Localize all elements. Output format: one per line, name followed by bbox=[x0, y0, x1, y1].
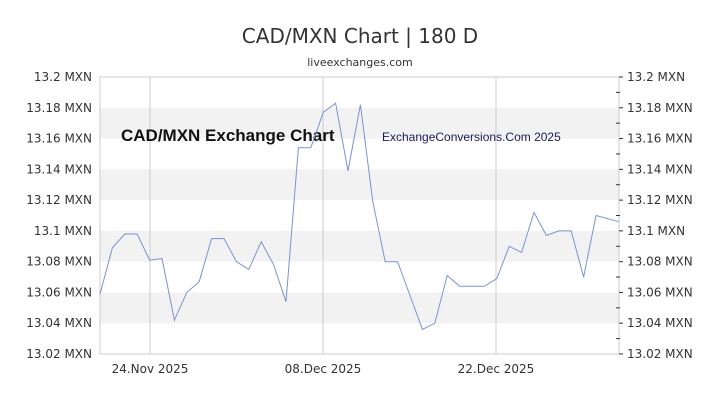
plot-band bbox=[100, 169, 619, 201]
y-tick-label-right: 13.14 MXN bbox=[627, 162, 693, 176]
x-tick-label: 08.Dec 2025 bbox=[285, 362, 362, 376]
y-tick-label-right: 13.1 MXN bbox=[627, 224, 685, 238]
y-tick-label-left: 13.12 MXN bbox=[26, 193, 92, 207]
y-tick-label-left: 13.14 MXN bbox=[26, 162, 92, 176]
plot-band bbox=[100, 230, 619, 262]
series-line bbox=[99, 102, 620, 331]
y-tick-label-left: 13.02 MXN bbox=[26, 347, 92, 361]
y-tick-label-right: 13.06 MXN bbox=[627, 285, 693, 299]
y-tick-label-right: 13.04 MXN bbox=[627, 316, 693, 330]
y-axis-left: 13.02 MXN 13.04 MXN 13.06 MXN 13.08 MXN 13.1… bbox=[26, 70, 92, 361]
y-tick-label-right: 13.08 MXN bbox=[627, 255, 693, 269]
y-tick-label-left: 13.08 MXN bbox=[26, 255, 92, 269]
y-axis-right: 13.02 MXN 13.04 MXN 13.06 MXN 13.08 MXN 13.1… bbox=[616, 70, 693, 361]
plot-band bbox=[100, 107, 619, 139]
y-tick-label-left: 13.1 MXN bbox=[34, 224, 92, 238]
y-tick-label-left: 13.2 MXN bbox=[34, 70, 92, 84]
watermark-title: CAD/MXN Exchange Chart bbox=[121, 126, 335, 145]
y-tick-label-right: 13.12 MXN bbox=[627, 193, 693, 207]
y-tick-label-left: 13.06 MXN bbox=[26, 285, 92, 299]
y-tick-label-right: 13.16 MXN bbox=[627, 132, 693, 146]
y-tick-label-left: 13.18 MXN bbox=[26, 101, 92, 115]
x-tick-label: 24.Nov 2025 bbox=[112, 362, 189, 376]
chart-title: CAD/MXN Chart | 180 D bbox=[241, 24, 479, 48]
y-tick-label-right: 13.2 MXN bbox=[627, 70, 685, 84]
plot-band bbox=[100, 292, 619, 324]
y-tick-label-right: 13.18 MXN bbox=[627, 101, 693, 115]
chart-subtitle: liveexchanges.com bbox=[307, 56, 413, 69]
y-tick-label-right: 13.02 MXN bbox=[627, 347, 693, 361]
x-tick-label: 22.Dec 2025 bbox=[458, 362, 535, 376]
vertical-gridlines bbox=[149, 77, 497, 354]
x-axis: 24.Nov 2025 08.Dec 2025 22.Dec 2025 bbox=[112, 362, 535, 376]
y-tick-label-left: 13.16 MXN bbox=[26, 132, 92, 146]
plot-bands bbox=[100, 107, 619, 324]
watermark-site: ExchangeConversions.Com 2025 bbox=[382, 130, 561, 144]
y-tick-label-left: 13.04 MXN bbox=[26, 316, 92, 330]
